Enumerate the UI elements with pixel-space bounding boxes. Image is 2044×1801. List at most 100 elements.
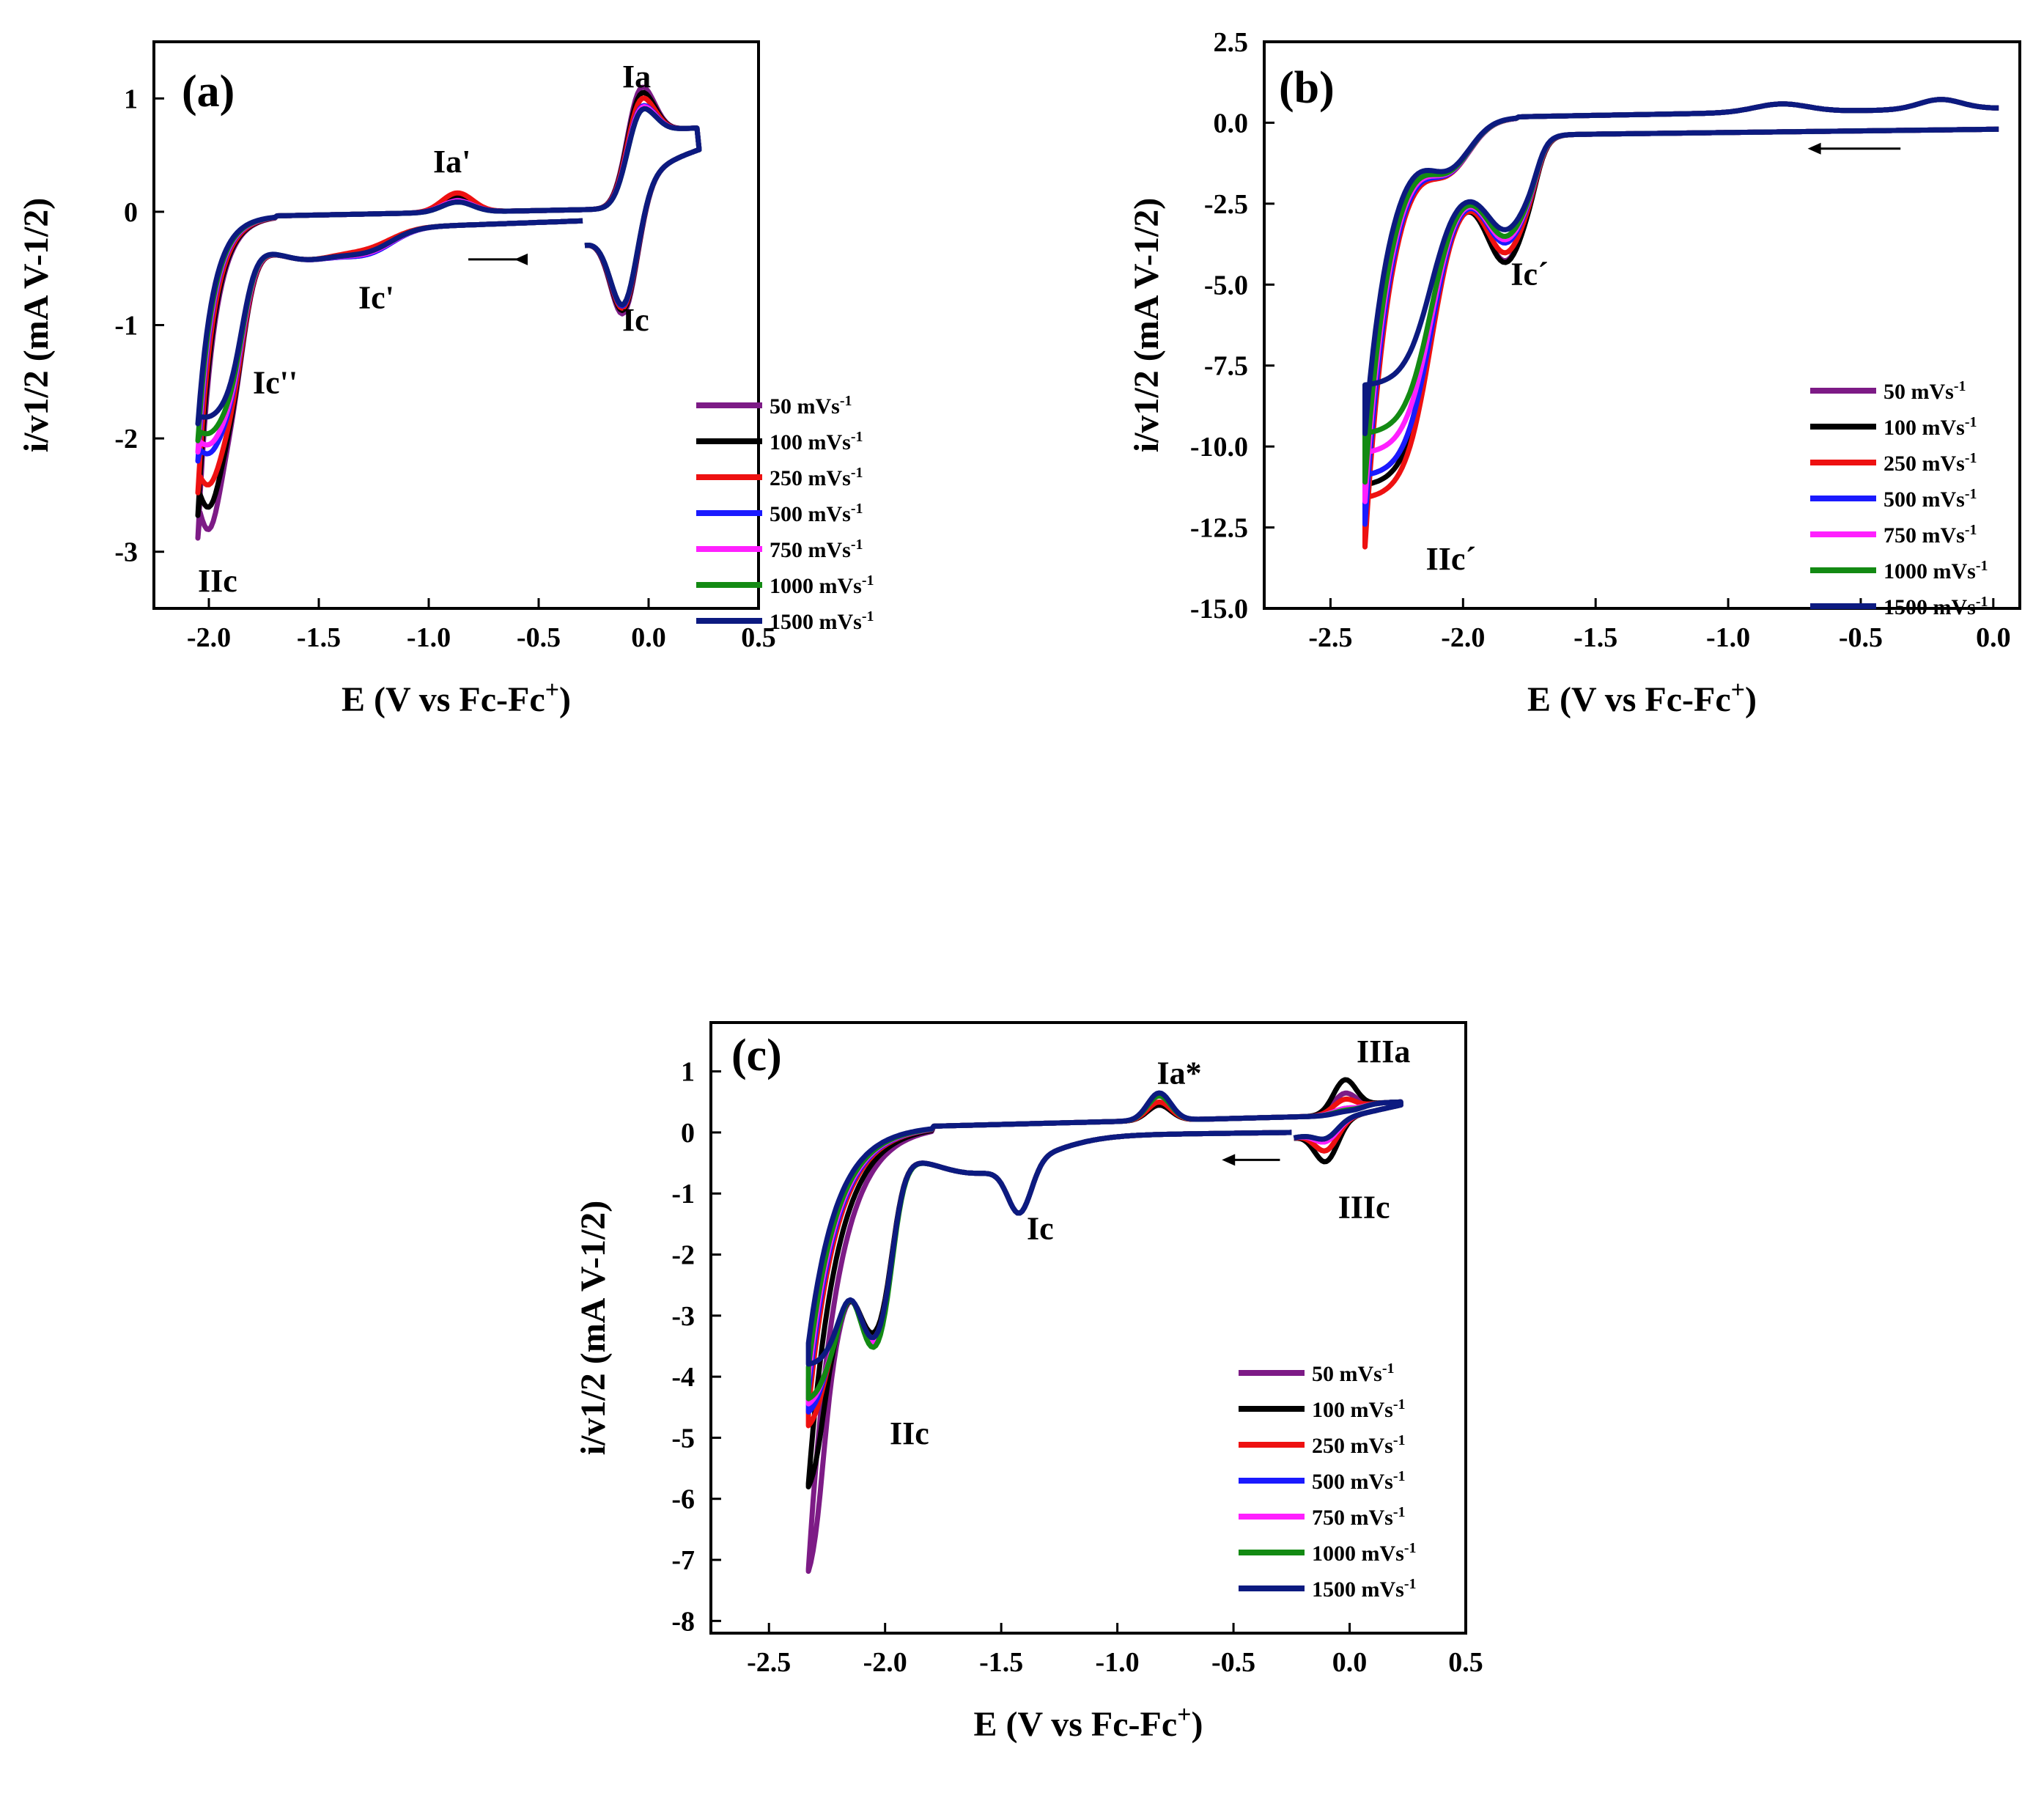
- y-tick-label: -5.0: [1204, 270, 1248, 301]
- arrow-head: [514, 253, 528, 265]
- legend-label: 500 mVs-1: [770, 501, 863, 526]
- legend-rate: 1500 mVs: [1312, 1577, 1404, 1602]
- legend-unit-sup: -1: [1965, 522, 1977, 538]
- x-axis-title-c-sup: +: [1177, 1701, 1191, 1728]
- x-axis-title-c: E (V vs Fc-Fc+): [973, 1701, 1203, 1745]
- y-tick-labels-c: 1 0 -1 -2 -3 -4 -5 -6 -7 -8: [671, 1057, 695, 1638]
- legend-unit-sup: -1: [1382, 1360, 1395, 1377]
- x-axis-title-c-text: E (V vs Fc-Fc: [973, 1705, 1177, 1744]
- legend-rate: 100 mVs: [770, 430, 851, 454]
- y-tick-label: -1: [671, 1179, 695, 1209]
- legend-rate: 500 mVs: [770, 502, 851, 526]
- x-axis-title-b-close: ): [1745, 680, 1757, 719]
- x-tick-labels-c: -2.5 -2.0 -1.5 -1.0 -0.5 0.0 0.5: [747, 1647, 1483, 1678]
- legend-label: 100 mVs-1: [1312, 1396, 1406, 1422]
- legend-label: 50 mVs-1: [770, 393, 852, 419]
- y-tick-labels-a: 1 0 -1 -2 -3: [114, 84, 138, 567]
- legend-label: 50 mVs-1: [1883, 378, 1966, 404]
- legend-rate: 750 mVs: [1883, 523, 1965, 548]
- scan-direction-arrow-a: [468, 253, 528, 265]
- y-tick-label: 1: [681, 1057, 695, 1088]
- y-tick-label: 1: [124, 84, 138, 114]
- legend-rate: 50 mVs: [1312, 1362, 1382, 1386]
- legend-label: 1500 mVs-1: [770, 608, 874, 634]
- legend-unit-sup: -1: [851, 501, 863, 517]
- y-tick-label: -2: [671, 1240, 695, 1271]
- peak-labels-a: Ia Ia' Ic Ic' Ic'' IIc: [198, 59, 651, 599]
- x-tick-labels-a: -2.0 -1.5 -1.0 -0.5 0.0 0.5: [187, 622, 776, 653]
- x-axis-title-a-close: ): [559, 680, 571, 719]
- legend-label: 500 mVs-1: [1883, 486, 1977, 512]
- x-tick-label: 0.0: [1332, 1647, 1368, 1678]
- legend-rate: 1000 mVs: [770, 574, 862, 598]
- peak-label: Ic': [358, 279, 394, 315]
- legend-label: 750 mVs-1: [1883, 522, 1977, 548]
- x-tick-label: -1.0: [1096, 1647, 1140, 1678]
- cv-series-1500-a: [195, 106, 702, 427]
- legend-label: 1500 mVs-1: [1312, 1576, 1417, 1602]
- legend-unit-sup: -1: [862, 572, 874, 589]
- peak-labels-b: Ic´ IIc´: [1426, 256, 1549, 577]
- x-tick-label: -1.5: [979, 1647, 1023, 1678]
- x-axis-title-a: E (V vs Fc-Fc+): [342, 677, 571, 720]
- legend-unit-sup: -1: [1965, 414, 1977, 430]
- legend-label: 1000 mVs-1: [1312, 1540, 1417, 1566]
- legend-unit-sup: -1: [840, 393, 852, 409]
- peak-label: IIc: [198, 563, 237, 599]
- peak-label: Ic: [622, 302, 649, 338]
- legend-unit-sup: -1: [1976, 594, 1988, 610]
- cv-series-1500-c: [805, 1090, 1403, 1367]
- x-tick-labels-b: -2.5 -2.0 -1.5 -1.0 -0.5 0.0: [1308, 622, 2010, 653]
- panel-label-a: (a): [182, 67, 235, 117]
- y-tick-label: -12.5: [1190, 513, 1248, 544]
- x-tick-label: -2.5: [1308, 622, 1352, 653]
- legend-label: 750 mVs-1: [1312, 1504, 1406, 1530]
- x-tick-label: -2.5: [747, 1647, 791, 1678]
- plot-frame-c: [709, 1021, 1467, 1635]
- legend-unit-sup: -1: [851, 429, 863, 445]
- x-axis-title-b-text: E (V vs Fc-Fc: [1527, 680, 1731, 719]
- legend-unit-sup: -1: [1954, 378, 1966, 394]
- y-axis-title-c: i/v1/2 (mA V-1/2): [574, 1201, 613, 1456]
- legend-label: 750 mVs-1: [770, 537, 863, 562]
- legend-unit-sup: -1: [851, 537, 863, 553]
- legend-unit-sup: -1: [1404, 1540, 1417, 1556]
- y-tick-label: -1: [114, 311, 138, 342]
- y-tick-label: -5: [671, 1423, 695, 1454]
- x-tick-label: 0.5: [1448, 1647, 1483, 1678]
- peak-label: Ia*: [1156, 1055, 1201, 1091]
- y-tick-label: -3: [671, 1301, 695, 1332]
- y-tick-label: -7: [671, 1545, 695, 1576]
- legend-rate: 1000 mVs: [1883, 559, 1976, 583]
- y-tick-label: -2: [114, 424, 138, 454]
- legend-label: 500 mVs-1: [1312, 1468, 1406, 1494]
- scan-direction-arrow-b: [1807, 142, 1901, 155]
- legend-unit-sup: -1: [1393, 1468, 1406, 1484]
- x-tick-label: -2.0: [187, 622, 231, 653]
- peak-label: Ic´: [1510, 256, 1548, 292]
- legend-unit-sup: -1: [1393, 1504, 1406, 1520]
- x-tick-label: -0.5: [1211, 1647, 1255, 1678]
- x-tick-label: -1.5: [297, 622, 341, 653]
- legend-rate: 50 mVs: [1883, 380, 1954, 404]
- x-axis-title-b-sup: +: [1731, 677, 1745, 704]
- x-tick-label: -2.0: [863, 1647, 907, 1678]
- y-tick-label: 0: [124, 197, 138, 228]
- plot-frame-b: [1263, 40, 2021, 610]
- x-axis-title-a-sup: +: [545, 677, 559, 704]
- scan-direction-arrow-c: [1222, 1154, 1280, 1166]
- x-tick-label: -0.5: [1839, 622, 1883, 653]
- peak-label: Ia: [622, 59, 651, 95]
- panel-label-c: (c): [731, 1031, 782, 1080]
- legend-label: 1000 mVs-1: [770, 572, 874, 598]
- y-tick-label: 2.5: [1214, 27, 1249, 58]
- legend-unit-sup: -1: [851, 465, 863, 481]
- peak-label: IIIa: [1357, 1034, 1410, 1069]
- peak-label: IIc´: [1426, 541, 1476, 577]
- y-tick-labels-b: 2.5 0.0 -2.5 -5.0 -7.5 -10.0 -12.5 -15.0: [1190, 27, 1248, 625]
- legend-rate: 500 mVs: [1312, 1470, 1393, 1494]
- x-tick-label: 0.0: [1976, 622, 2011, 653]
